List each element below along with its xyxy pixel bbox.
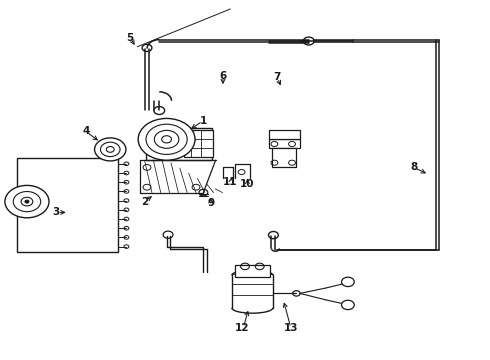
Text: 1: 1 <box>200 116 207 126</box>
Circle shape <box>95 138 126 161</box>
Bar <box>269 139 300 148</box>
Circle shape <box>342 277 354 287</box>
Circle shape <box>25 200 29 203</box>
Text: 12: 12 <box>235 323 250 333</box>
Text: 3: 3 <box>53 207 60 217</box>
Text: 7: 7 <box>273 72 281 82</box>
Bar <box>235 265 270 277</box>
Text: 4: 4 <box>82 126 90 136</box>
Text: 10: 10 <box>240 179 255 189</box>
Circle shape <box>138 118 195 160</box>
Circle shape <box>5 185 49 218</box>
Bar <box>269 130 300 139</box>
Text: 13: 13 <box>284 323 299 333</box>
Bar <box>272 148 296 167</box>
Bar <box>184 130 213 157</box>
Bar <box>17 158 118 252</box>
Bar <box>146 128 212 160</box>
Text: 8: 8 <box>411 162 417 172</box>
Text: 11: 11 <box>223 177 238 187</box>
Text: 5: 5 <box>126 33 133 43</box>
Circle shape <box>342 300 354 310</box>
Text: 2: 2 <box>141 197 148 207</box>
Text: 9: 9 <box>207 198 214 208</box>
Text: 6: 6 <box>220 71 226 81</box>
